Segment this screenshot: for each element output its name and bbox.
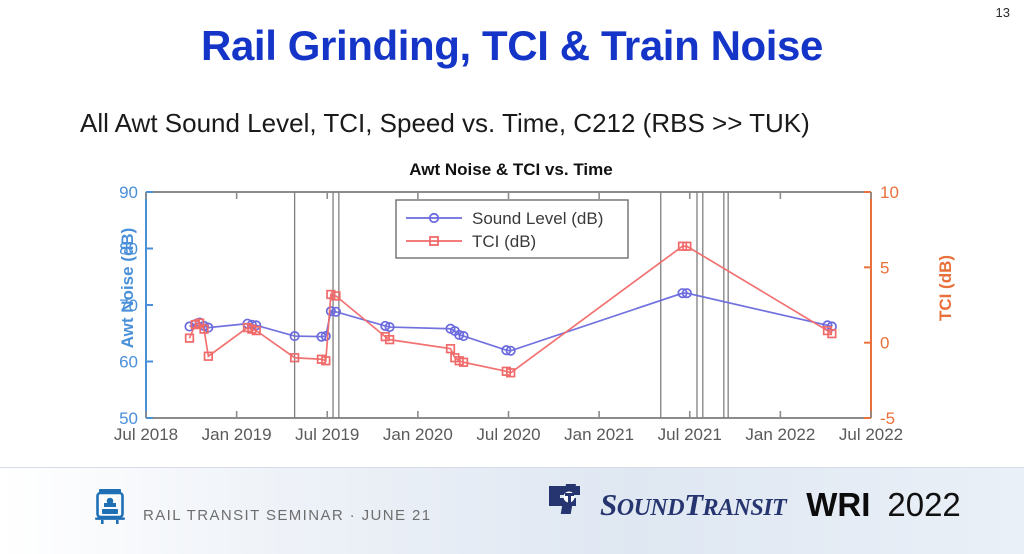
data-point-tci [458,357,469,367]
legend-label: Sound Level (dB) [472,209,603,228]
brand-s: S [600,486,617,522]
chart-plot-area: 50 60 70 80 90 -5 0 5 10 Jul 2018 Jan 2019 Jul 2019… [114,183,903,444]
brand-wordmark: SOUNDTRANSIT [600,486,787,522]
chart-legend-box [395,199,629,259]
data-point-sound-level [677,288,688,299]
data-point-sound-level [384,321,395,333]
chart-title: Awt Noise & TCI vs. Time [409,160,613,179]
y-tick-label-right: 0 [880,334,889,353]
data-point-sound-level [501,345,512,356]
footer-text: RAIL TRANSIT SEMINAR · JUNE 21 [143,507,432,524]
chart-container: Awt Noise & TCI vs. Time Awt Noise (dB) … [96,160,955,450]
data-point-sound-level [316,331,327,342]
data-point-tci [326,289,336,300]
series-line-tci [188,245,833,374]
y-tick-label-left: 90 [119,183,138,202]
data-point-sound-level [320,331,331,342]
x-tick-label: Jan 2020 [383,425,453,444]
x-tick-label: Jul 2019 [295,425,359,444]
slide-footer [0,467,1024,554]
x-tick-label: Jan 2022 [745,425,815,444]
y-tick-label-left: 50 [119,409,138,428]
data-point-sound-level [289,331,300,342]
data-point-sound-level [454,329,465,340]
page-title: Rail Grinding, TCI & Train Noise [201,22,823,69]
x-tick-label: Jan 2019 [202,425,272,444]
data-point-tci [251,325,261,336]
y-tick-label-right: 10 [880,183,899,202]
data-point-tci [506,368,516,378]
data-point-sound-level [330,306,341,317]
data-point-tci [827,328,837,339]
data-point-sound-level [325,306,336,317]
legend-marker-square [429,236,439,246]
brand-ound: OUND [616,494,685,521]
y-tick-label-left: 60 [119,353,138,372]
data-point-sound-level [505,345,516,356]
wri-label: WRI [806,485,871,523]
data-point-tci [445,344,456,354]
y-tick-label-right: 5 [880,258,889,277]
x-tick-label: Jul 2022 [839,425,903,444]
page-number: 13 [995,5,1010,20]
brand-ransit: RANSIT [702,494,787,521]
data-point-sound-level [380,320,391,331]
data-point-sound-level [458,331,469,342]
slide-subtitle: All Awt Sound Level, TCI, Speed vs. Time… [80,108,810,138]
train-icon [95,489,125,524]
y-tick-label-left: 80 [119,240,138,259]
x-tick-label: Jul 2018 [114,425,178,444]
data-point-tci [682,241,692,251]
data-point-tci [289,353,300,363]
data-point-tci [184,333,195,343]
data-point-tci [199,324,209,334]
data-point-tci [203,351,214,361]
legend-label: TCI (dB) [472,232,536,251]
soundtransit-logo-icon [549,484,580,514]
wri-year: 2022 [887,485,961,523]
data-point-tci [331,291,341,301]
y-axis-label-right: TCI (dB) [936,254,955,322]
brand-t: T [684,486,703,522]
data-point-sound-level [681,288,692,299]
x-tick-label: Jul 2021 [658,425,722,444]
x-tick-label: Jul 2020 [476,425,540,444]
data-point-tci [321,356,331,366]
y-tick-label-right: -5 [880,409,895,428]
legend-marker-circle [428,212,440,224]
y-tick-label-left: 70 [119,296,138,315]
data-point-tci [384,335,395,345]
x-tick-label: Jan 2021 [564,425,634,444]
series-line-sound-level [189,292,833,352]
brand-lockup: SOUNDTRANSIT WRI 2022 [546,484,961,524]
